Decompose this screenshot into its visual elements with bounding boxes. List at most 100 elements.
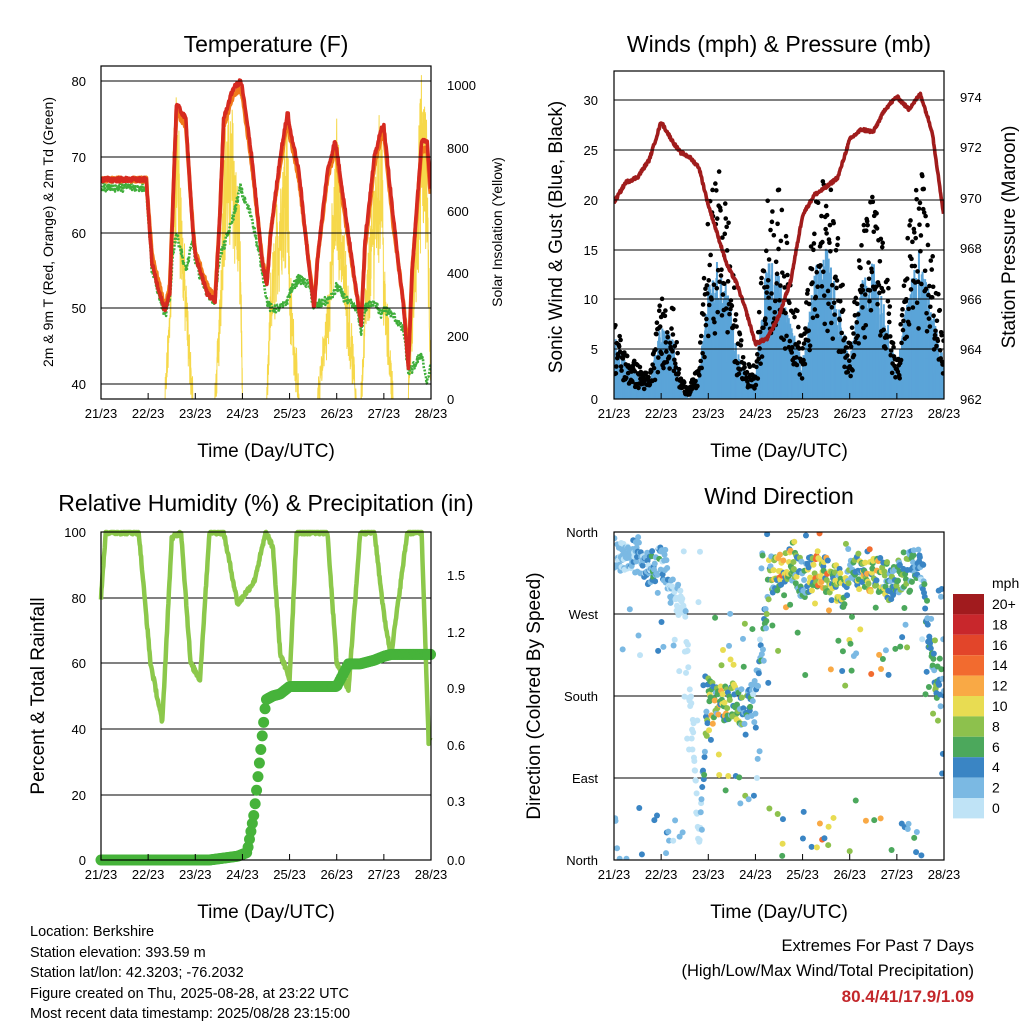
- gust-point: [722, 201, 728, 206]
- x-tick-label: 26/23: [833, 867, 866, 882]
- direction-point: [899, 634, 906, 641]
- winds-x-ticks: 21/23 22/23 23/23 24/23 25/23 26/23 27/23 28/23: [598, 393, 961, 421]
- direction-point: [684, 735, 691, 742]
- gust-point: [860, 287, 866, 293]
- colorbar-swatch: [953, 655, 984, 676]
- direction-point: [753, 774, 760, 781]
- direction-point: [684, 647, 691, 654]
- humidity-ytick: 40: [72, 722, 86, 737]
- direction-point: [916, 554, 923, 561]
- colorbar-swatches: 20+ 18 16 14 12 10 8 6 4 2 0: [953, 594, 1016, 819]
- temperature-ytick-right: 400: [447, 266, 469, 281]
- gust-point: [805, 287, 811, 293]
- gust-point: [885, 298, 891, 304]
- gust-point: [703, 322, 709, 328]
- colorbar-label: 20+: [992, 596, 1016, 612]
- direction-point: [721, 699, 728, 706]
- gust-point: [784, 240, 790, 246]
- direction-point: [879, 655, 886, 662]
- direction-point: [755, 683, 762, 690]
- direction-point: [814, 548, 821, 555]
- gust-point: [906, 322, 912, 327]
- humidity-x-ticks: 21/23 22/23 23/23 24/23 25/23 26/23 27/23 28/23: [85, 854, 447, 882]
- winds-ytick-right: 964: [960, 342, 982, 357]
- gust-point: [855, 333, 861, 339]
- gust-point: [702, 354, 707, 360]
- direction-point: [929, 662, 936, 669]
- x-tick-label: 28/23: [928, 406, 961, 421]
- gust-point: [813, 294, 819, 300]
- gust-point: [670, 349, 675, 354]
- temperature-ytick: 60: [72, 226, 86, 241]
- gust-point: [904, 334, 910, 340]
- direction-point: [751, 678, 758, 685]
- direction-point: [652, 578, 659, 585]
- gust-point: [874, 211, 879, 216]
- winds-gridlines: [614, 99, 944, 350]
- gust-point: [641, 386, 647, 392]
- direction-point: [664, 564, 671, 571]
- gust-point: [804, 291, 810, 296]
- winds-ytick-right: 970: [960, 191, 982, 206]
- gust-point: [910, 305, 916, 310]
- gust-point: [706, 302, 712, 308]
- direction-point: [616, 855, 623, 860]
- direction-point: [741, 620, 748, 627]
- temperature-ytick: 80: [72, 74, 86, 89]
- direction-point: [750, 792, 757, 799]
- gust-point: [697, 340, 703, 345]
- direction-point: [765, 596, 772, 603]
- gust-point: [918, 233, 924, 238]
- direction-point: [715, 711, 722, 718]
- direction-point: [839, 648, 846, 655]
- temperature-ytick-right: 1000: [447, 78, 476, 93]
- gust-point: [868, 307, 874, 313]
- direction-point: [766, 805, 773, 812]
- gust-point: [725, 279, 731, 284]
- gust-point: [878, 236, 884, 242]
- colorbar-swatch: [953, 696, 984, 717]
- gust-point: [734, 324, 739, 329]
- gust-point: [814, 269, 820, 275]
- gust-point: [705, 221, 711, 227]
- winds-ytick: 5: [591, 342, 598, 357]
- direction-point: [902, 621, 909, 628]
- gust-point: [856, 341, 861, 346]
- direction-ylabel-left: Direction (Colored By Speed): [524, 572, 545, 819]
- gust-point: [723, 306, 729, 311]
- x-tick-label: 28/23: [928, 867, 961, 882]
- gust-point: [714, 188, 719, 193]
- temperature-right-ticks: 1000 800 600 400 200 0: [447, 78, 476, 407]
- direction-point: [698, 796, 705, 803]
- direction-frame: [613, 531, 945, 861]
- gust-point: [672, 343, 678, 349]
- temperature-frame: [100, 65, 432, 400]
- x-tick-label: 22/23: [132, 406, 165, 421]
- direction-gridlines: [614, 613, 944, 779]
- direction-point: [904, 644, 911, 651]
- gust-point: [899, 312, 905, 318]
- x-tick-label: 25/23: [786, 406, 819, 421]
- gust-point: [769, 291, 774, 296]
- gust-point: [916, 206, 922, 211]
- winds-ylabel-left: Sonic Wind & Gust (Blue, Black): [546, 101, 567, 373]
- direction-ytick: East: [572, 771, 598, 786]
- gust-point: [866, 276, 872, 282]
- gust-point: [671, 306, 676, 312]
- gust-point: [939, 332, 944, 338]
- gust-point: [714, 285, 720, 291]
- direction-point: [669, 576, 676, 583]
- gust-point: [906, 306, 911, 312]
- humidity-ytick: 80: [72, 591, 86, 606]
- direction-point: [910, 547, 917, 554]
- gust-point: [941, 338, 944, 344]
- gust-point: [657, 324, 663, 329]
- gust-point: [934, 343, 939, 349]
- gust-point: [789, 350, 795, 355]
- gust-point: [912, 263, 918, 269]
- gust-point: [741, 361, 747, 366]
- gust-point: [841, 349, 847, 354]
- series-station-pressure: [614, 91, 944, 347]
- direction-point: [936, 681, 943, 688]
- x-tick-label: 26/23: [320, 406, 353, 421]
